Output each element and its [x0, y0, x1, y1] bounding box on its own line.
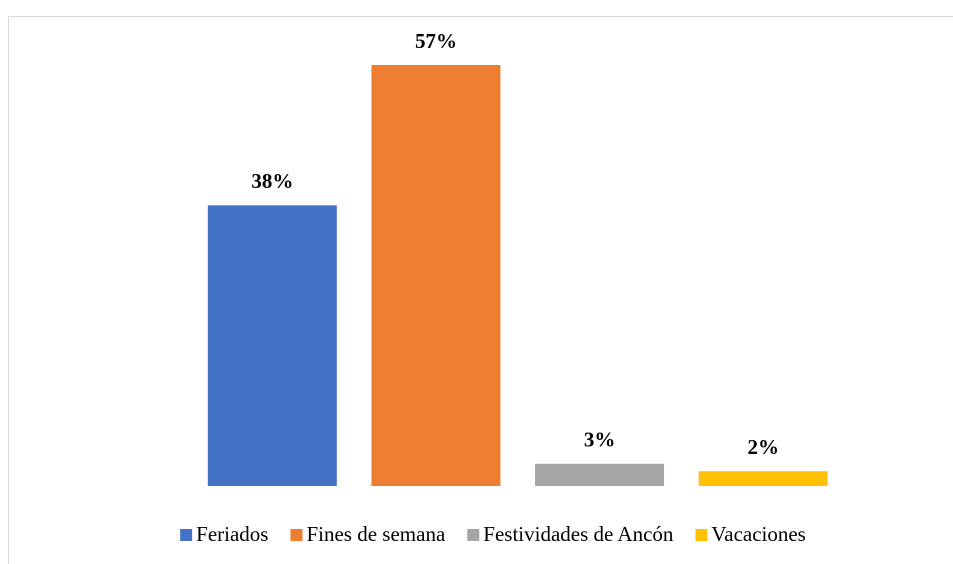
legend-swatch	[467, 529, 480, 541]
bar	[371, 65, 501, 486]
value-label: 38%	[251, 169, 293, 193]
value-label: 57%	[415, 29, 457, 53]
bar	[207, 205, 337, 487]
legend-swatch	[695, 529, 708, 541]
legend-label: Festividades de Ancón	[483, 522, 674, 546]
legend-label: Feriados	[196, 522, 268, 546]
bar	[698, 471, 828, 486]
legend-label: Fines de semana	[306, 522, 445, 546]
legend-swatch	[290, 529, 303, 541]
value-label: 2%	[747, 435, 779, 459]
value-label: 3%	[584, 428, 616, 452]
legend-label: Vacaciones	[711, 522, 805, 546]
bar	[535, 463, 665, 486]
legend-swatch	[180, 529, 193, 541]
